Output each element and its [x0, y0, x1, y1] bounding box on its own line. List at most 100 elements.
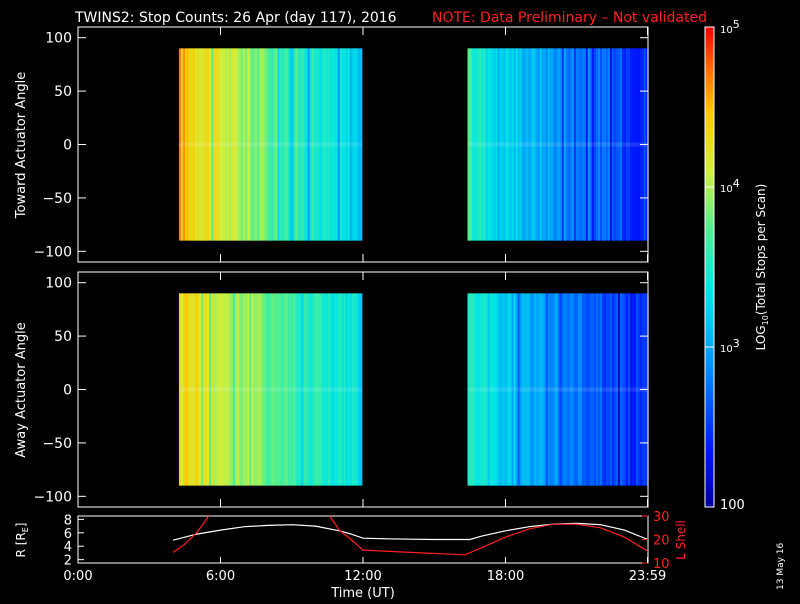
- colorbar-gradient: [705, 27, 714, 507]
- colorbar-label-sub: 10: [761, 315, 770, 325]
- heatmap-column: [233, 293, 236, 486]
- heatmap-column: [255, 48, 258, 241]
- heatmap-column: [595, 48, 599, 241]
- heatmap-column: [611, 48, 615, 241]
- heatmap-column: [629, 293, 633, 486]
- heatmap-column: [219, 48, 222, 241]
- heatmap-column: [331, 293, 335, 486]
- heatmap-column: [335, 48, 339, 241]
- orbit-lines: [172, 515, 649, 556]
- heatmap-column: [213, 48, 216, 241]
- heatmap-column: [469, 48, 473, 241]
- heatmap-column: [479, 48, 483, 241]
- heatmap-column: [315, 48, 319, 241]
- date-stamp: 13 May 16: [776, 542, 786, 590]
- heatmap-column: [499, 48, 503, 241]
- r-tick-label: 2: [64, 554, 72, 569]
- heatmap-column: [311, 48, 315, 241]
- heatmap-column: [283, 293, 287, 486]
- heatmap-column: [591, 48, 595, 241]
- time-tick-label: 0:00: [63, 569, 92, 584]
- heatmap-column: [209, 48, 212, 241]
- heatmap-column: [291, 293, 295, 486]
- heatmap-column: [585, 293, 589, 486]
- heatmap-column: [563, 293, 567, 486]
- heatmap-column: [327, 293, 331, 486]
- toward-y-axis-label: Toward Actuator Angle: [14, 72, 29, 219]
- heatmap-column: [495, 48, 499, 241]
- heatmap-column: [349, 293, 353, 486]
- heatmap-column: [309, 48, 313, 241]
- heatmap-column: [295, 48, 299, 241]
- heatmap-column: [541, 293, 545, 486]
- heatmap-column: [511, 48, 515, 241]
- heatmap-column: [184, 48, 188, 241]
- heatmap-column: [485, 48, 489, 241]
- heatmap-column: [467, 293, 471, 486]
- heatmap-column: [203, 293, 206, 486]
- heatmap-column: [319, 293, 323, 486]
- heatmap-column: [547, 48, 551, 241]
- heatmap-column: [315, 293, 319, 486]
- heatmap-column: [205, 48, 208, 241]
- heatmap-column: [357, 48, 361, 241]
- heatmap-column: [549, 293, 553, 486]
- y-tick-label: 0: [63, 383, 72, 399]
- heatmap-column: [279, 48, 283, 241]
- heatmap-column: [521, 293, 525, 486]
- heatmap-column: [531, 293, 535, 486]
- heatmap-column: [353, 293, 357, 486]
- heatmap-column: [345, 293, 349, 486]
- heatmap-column: [333, 48, 337, 241]
- zero-angle-band: [467, 142, 648, 147]
- heatmap-column: [495, 293, 499, 486]
- heatmap-column: [569, 293, 573, 486]
- heatmap-column: [507, 293, 511, 486]
- heatmap-column: [309, 293, 313, 486]
- heatmap-column: [617, 48, 621, 241]
- heatmap-column: [343, 293, 347, 486]
- heatmap-column: [231, 293, 234, 486]
- heatmap-column: [188, 48, 192, 241]
- heatmap-column: [267, 293, 270, 486]
- heatmap-column: [545, 293, 549, 486]
- heatmap-column: [180, 48, 184, 241]
- heatmap-column: [253, 293, 256, 486]
- heatmap-column: [543, 48, 547, 241]
- heatmap-column: [623, 48, 627, 241]
- heatmap-column: [603, 48, 607, 241]
- heatmap-column: [613, 48, 617, 241]
- heatmap-column: [217, 48, 220, 241]
- heatmap-column: [581, 293, 585, 486]
- heatmap-column: [221, 48, 224, 241]
- heatmap-column: [497, 48, 501, 241]
- heatmap-column: [347, 293, 351, 486]
- r-label-end: ]: [14, 523, 28, 528]
- heatmap-column: [633, 293, 637, 486]
- heatmap-column: [303, 48, 307, 241]
- heatmap-column: [301, 293, 305, 486]
- heatmap-column: [323, 48, 327, 241]
- heatmap-column: [635, 48, 639, 241]
- colorbar-label-rest: (Total Stops per Scan): [754, 184, 768, 315]
- heatmap-column: [557, 293, 561, 486]
- l-shell-line: [329, 515, 649, 556]
- heatmap-column: [535, 48, 539, 241]
- heatmap-column: [195, 293, 198, 486]
- time-tick-label: 18:00: [487, 569, 524, 584]
- heatmap-column: [531, 48, 535, 241]
- heatmap-column: [269, 48, 272, 241]
- heatmap-column: [331, 48, 335, 241]
- heatmap-column: [321, 293, 325, 486]
- heatmap-column: [235, 48, 238, 241]
- heatmap-column: [184, 293, 188, 486]
- heatmap-column: [199, 48, 202, 241]
- heatmap-column: [259, 48, 262, 241]
- toward-panel: 100 50 0 −50 −100 Toward Actuator Angle: [14, 26, 649, 263]
- heatmap-column: [201, 293, 204, 486]
- heatmap-column: [503, 293, 507, 486]
- heatmap-column: [289, 293, 293, 486]
- y-tick-label: 0: [63, 138, 72, 154]
- heatmap-column: [178, 48, 182, 241]
